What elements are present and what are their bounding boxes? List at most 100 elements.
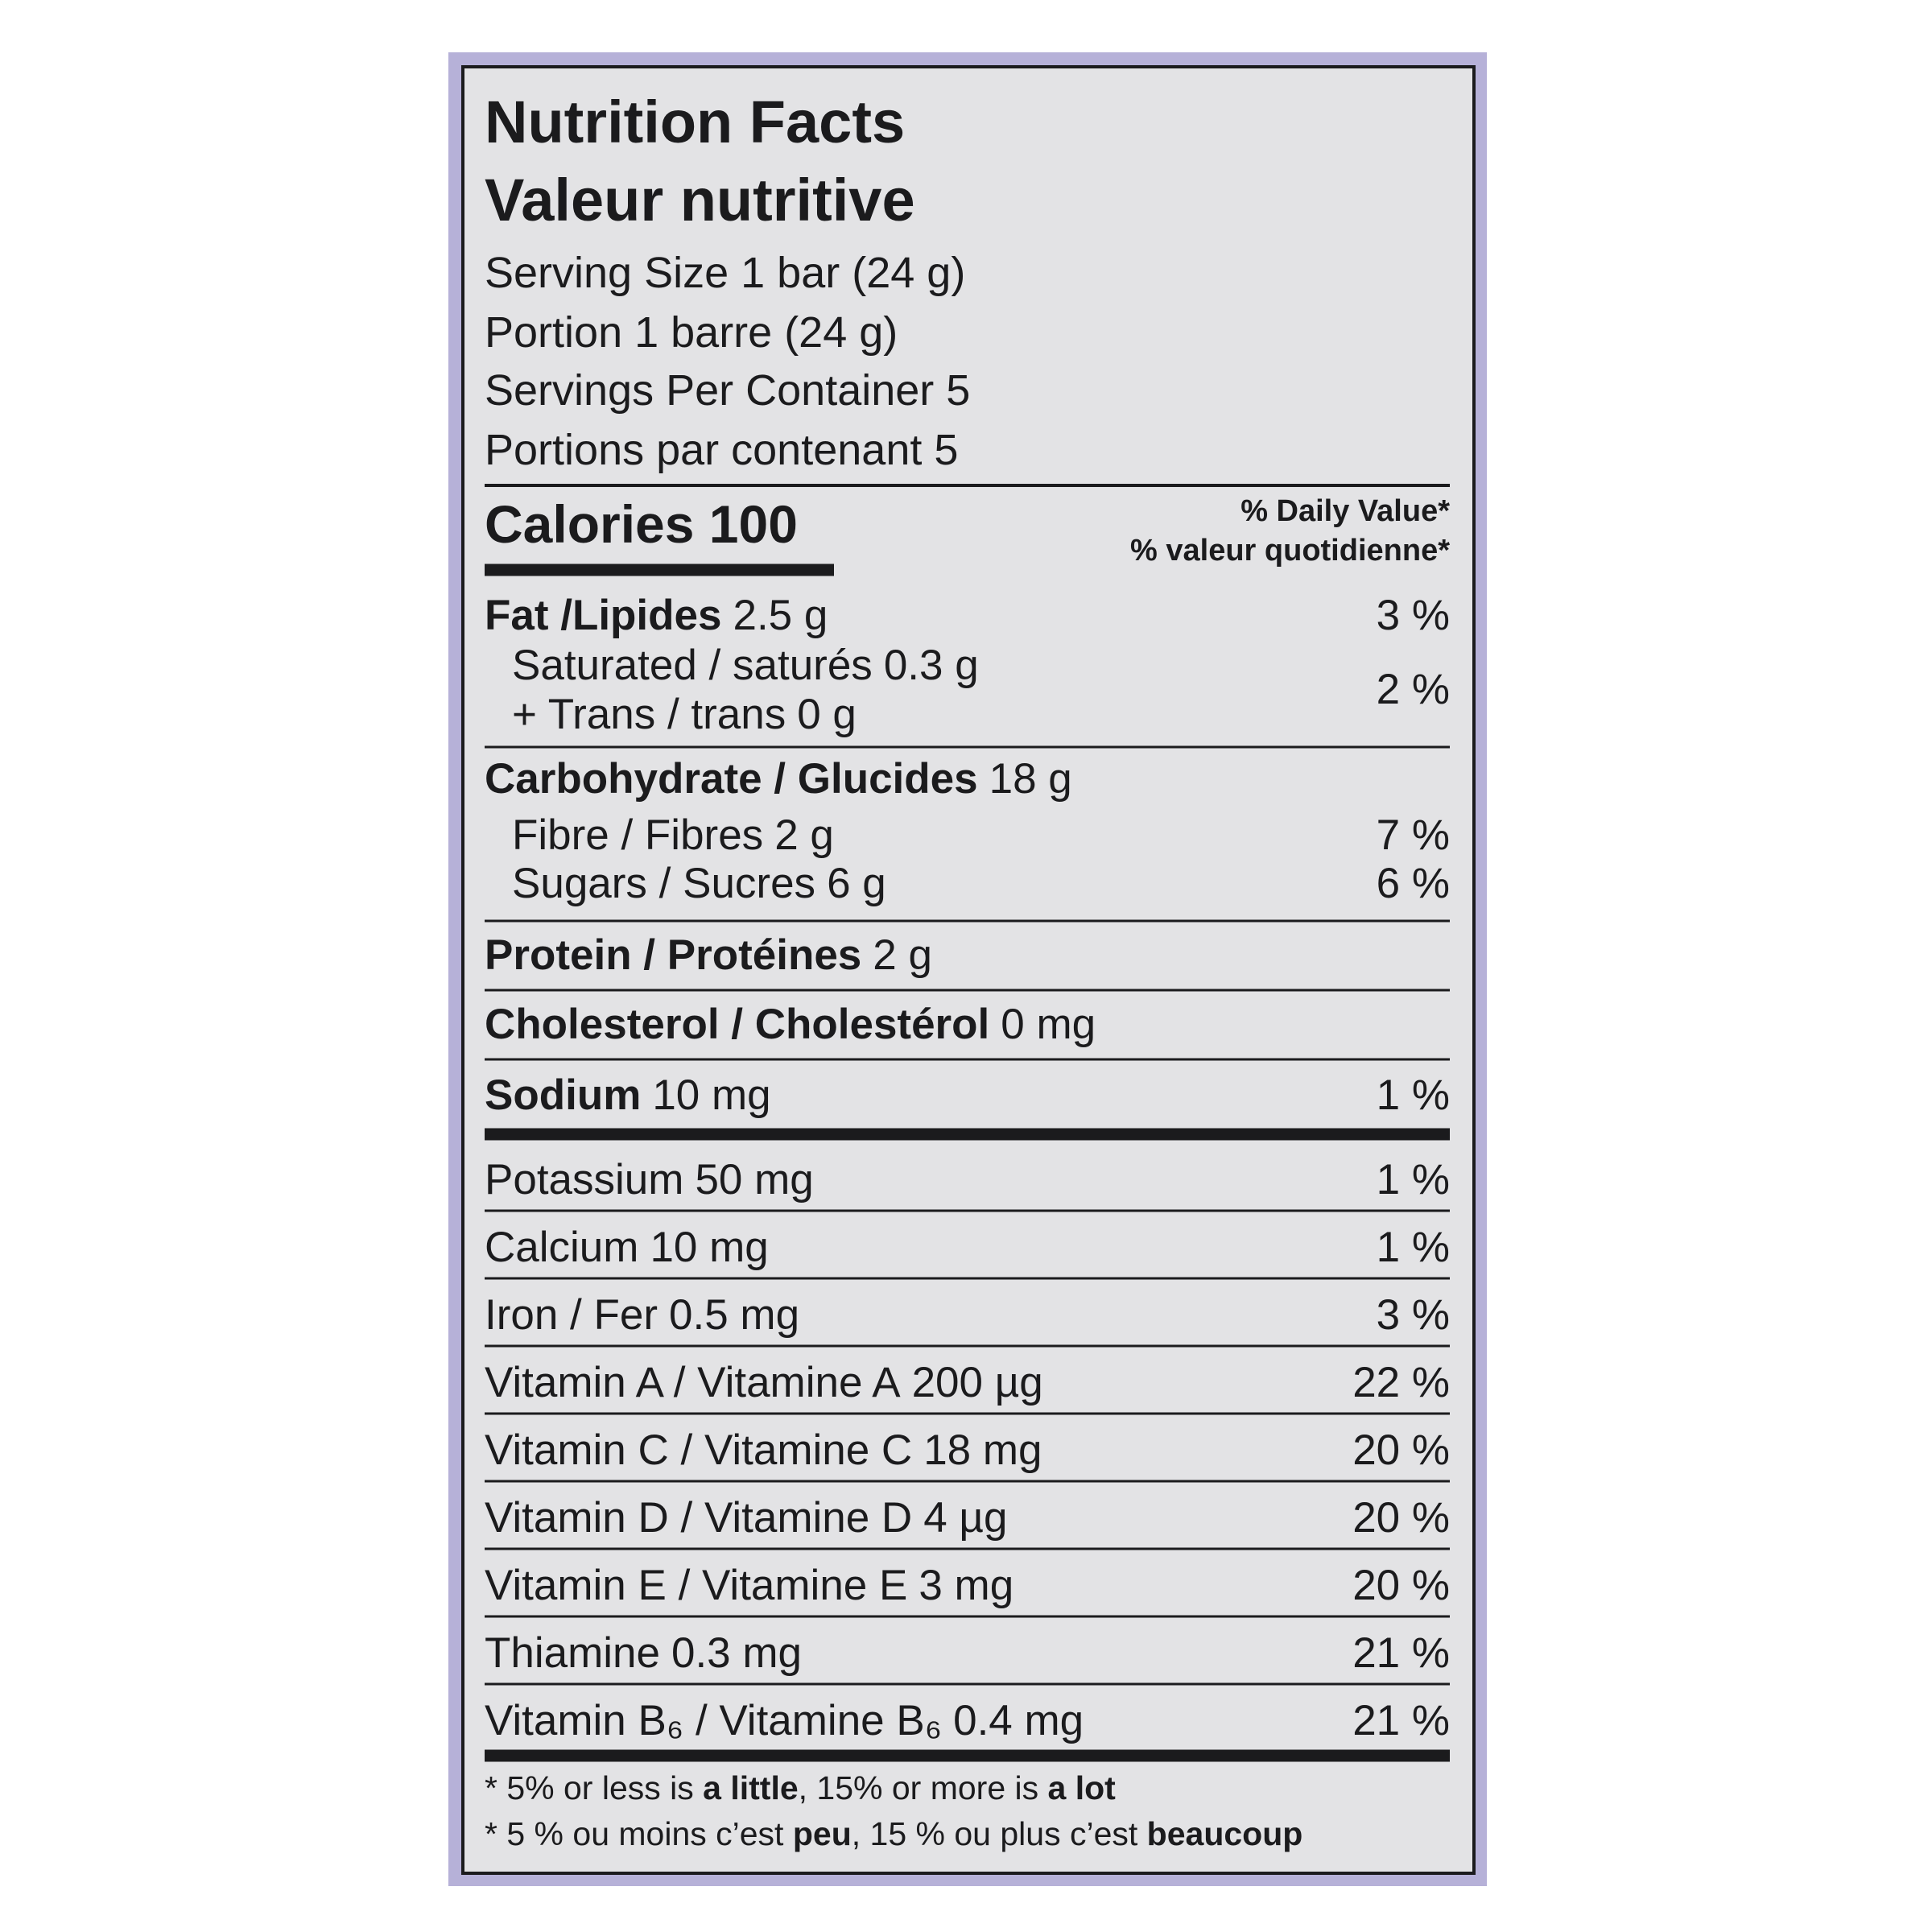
rule <box>485 1749 1450 1762</box>
daily-value: 2 % <box>1377 666 1450 713</box>
serving-line: Serving Size 1 bar (24 g) <box>485 249 965 297</box>
nutrient-row: Protein / Protéines 2 g <box>485 931 932 979</box>
nutrient-row: + Trans / trans 0 g <box>512 691 857 738</box>
nutrient-amount: 0 g <box>797 691 857 738</box>
nutrient-row: Iron / Fer 0.5 mg <box>485 1291 799 1339</box>
footnote-part: * 5% or less is <box>485 1769 703 1806</box>
daily-value: 3 % <box>1377 592 1450 639</box>
daily-value: 21 % <box>1352 1629 1450 1677</box>
footnote-part: beaucoup <box>1147 1815 1303 1852</box>
nutrient-name: Vitamin C / Vitamine C <box>485 1426 912 1474</box>
nutrient-row: Thiamine 0.3 mg <box>485 1629 802 1677</box>
nutrient-amount: 18 mg <box>923 1426 1042 1474</box>
nutrient-row: Fibre / Fibres 2 g <box>512 811 834 859</box>
rule <box>485 1128 1450 1141</box>
serving-line: Portion 1 barre (24 g) <box>485 308 898 357</box>
nutrient-amount: 4 µg <box>923 1494 1007 1542</box>
footnote-part: , 15% or more is <box>799 1769 1048 1806</box>
rule <box>485 1344 1450 1348</box>
daily-value: 1 % <box>1377 1156 1450 1203</box>
daily-value: 20 % <box>1352 1494 1450 1542</box>
nutrient-row: Vitamin A / Vitamine A 200 µg <box>485 1359 1043 1406</box>
nutrient-row: Potassium 50 mg <box>485 1156 814 1203</box>
nutrient-name: Cholesterol / Cholestérol <box>485 1001 989 1048</box>
rule <box>485 1209 1450 1212</box>
daily-value: 21 % <box>1352 1697 1450 1744</box>
daily-value: 3 % <box>1377 1291 1450 1339</box>
daily-value: 20 % <box>1352 1426 1450 1474</box>
footnote-part: peu <box>793 1815 852 1852</box>
footnote-part: a little <box>703 1769 798 1806</box>
nutrient-name: Vitamin D / Vitamine D <box>485 1494 912 1542</box>
panel <box>461 65 1476 1875</box>
title: Valeur nutritive <box>485 167 915 233</box>
nutrient-row: Sodium 10 mg <box>485 1071 771 1119</box>
rule <box>485 1615 1450 1618</box>
rule <box>485 1412 1450 1415</box>
footnote-part: a lot <box>1048 1769 1117 1806</box>
nutrient-amount: 2 g <box>873 931 932 979</box>
nutrient-row: Sugars / Sucres 6 g <box>512 860 886 907</box>
serving-line: Servings Per Container 5 <box>485 366 970 415</box>
rule <box>485 1682 1450 1686</box>
nutrient-name: Sodium <box>485 1071 641 1119</box>
nutrient-amount: 2 g <box>774 811 834 859</box>
nutrient-row: Vitamin E / Vitamine E 3 mg <box>485 1562 1013 1609</box>
nutrient-name: Carbohydrate / Glucides <box>485 755 978 803</box>
nutrient-name: Iron / Fer <box>485 1291 658 1339</box>
nutrient-row: Fat /Lipides 2.5 g <box>485 592 828 639</box>
rule <box>485 989 1450 992</box>
daily-value: 1 % <box>1377 1071 1450 1119</box>
daily-value: 7 % <box>1377 811 1450 859</box>
title: Nutrition Facts <box>485 89 905 155</box>
nutrient-amount: 10 mg <box>650 1224 768 1271</box>
calories: Calories 100 <box>485 494 798 554</box>
nutrient-amount: 6 g <box>827 860 886 907</box>
nutrient-name: Vitamin A / Vitamine A <box>485 1359 901 1406</box>
nutrient-name: Potassium <box>485 1156 683 1203</box>
nutrient-row: Carbohydrate / Glucides 18 g <box>485 755 1072 803</box>
footnote-part: , 15 % ou plus c’est <box>852 1815 1147 1852</box>
nutrient-row: Vitamin B₆ / Vitamine B₆ 0.4 mg <box>485 1697 1084 1744</box>
rule <box>485 1480 1450 1483</box>
rule <box>485 484 1450 487</box>
nutrient-amount: 0 mg <box>1001 1001 1096 1048</box>
nutrient-name: Calcium <box>485 1224 638 1271</box>
nutrient-amount: 0.4 mg <box>953 1697 1084 1744</box>
dv-header: % Daily Value* <box>1241 494 1450 528</box>
nutrient-row: Cholesterol / Cholestérol 0 mg <box>485 1001 1096 1048</box>
nutrient-name: Vitamin E / Vitamine E <box>485 1562 907 1609</box>
rule <box>485 1277 1450 1280</box>
rule <box>485 745 1450 749</box>
nutrient-amount: 200 µg <box>912 1359 1043 1406</box>
nutrient-name: Thiamine <box>485 1629 660 1677</box>
daily-value: 6 % <box>1377 860 1450 907</box>
nutrient-amount: 50 mg <box>695 1156 813 1203</box>
nutrient-amount: 0.3 mg <box>671 1629 802 1677</box>
nutrient-name: Sugars / Sucres <box>512 860 815 907</box>
daily-value: 1 % <box>1377 1224 1450 1271</box>
footnote: * 5 % ou moins c’est peu, 15 % ou plus c… <box>485 1815 1302 1852</box>
footnote-part: * 5 % ou moins c’est <box>485 1815 793 1852</box>
nutrient-name: + Trans / trans <box>512 691 786 738</box>
serving-line: Portions par contenant 5 <box>485 426 958 474</box>
nutrient-name: Fibre / Fibres <box>512 811 763 859</box>
rule <box>485 919 1450 923</box>
nutrient-name: Vitamin B₆ / Vitamine B₆ <box>485 1697 942 1744</box>
nutrient-amount: 18 g <box>989 755 1072 803</box>
nutrient-amount: 0.3 g <box>884 642 979 689</box>
footnote: * 5% or less is a little, 15% or more is… <box>485 1769 1116 1806</box>
nutrient-name: Saturated / saturés <box>512 642 873 689</box>
rule <box>485 1058 1450 1061</box>
nutrient-name: Fat /Lipides <box>485 592 721 639</box>
rule <box>485 1547 1450 1550</box>
nutrient-amount: 0.5 mg <box>669 1291 799 1339</box>
nutrient-amount: 10 mg <box>652 1071 770 1119</box>
daily-value: 20 % <box>1352 1562 1450 1609</box>
nutrient-row: Calcium 10 mg <box>485 1224 769 1271</box>
daily-value: 22 % <box>1352 1359 1450 1406</box>
dv-header: % valeur quotidienne* <box>1130 534 1450 568</box>
